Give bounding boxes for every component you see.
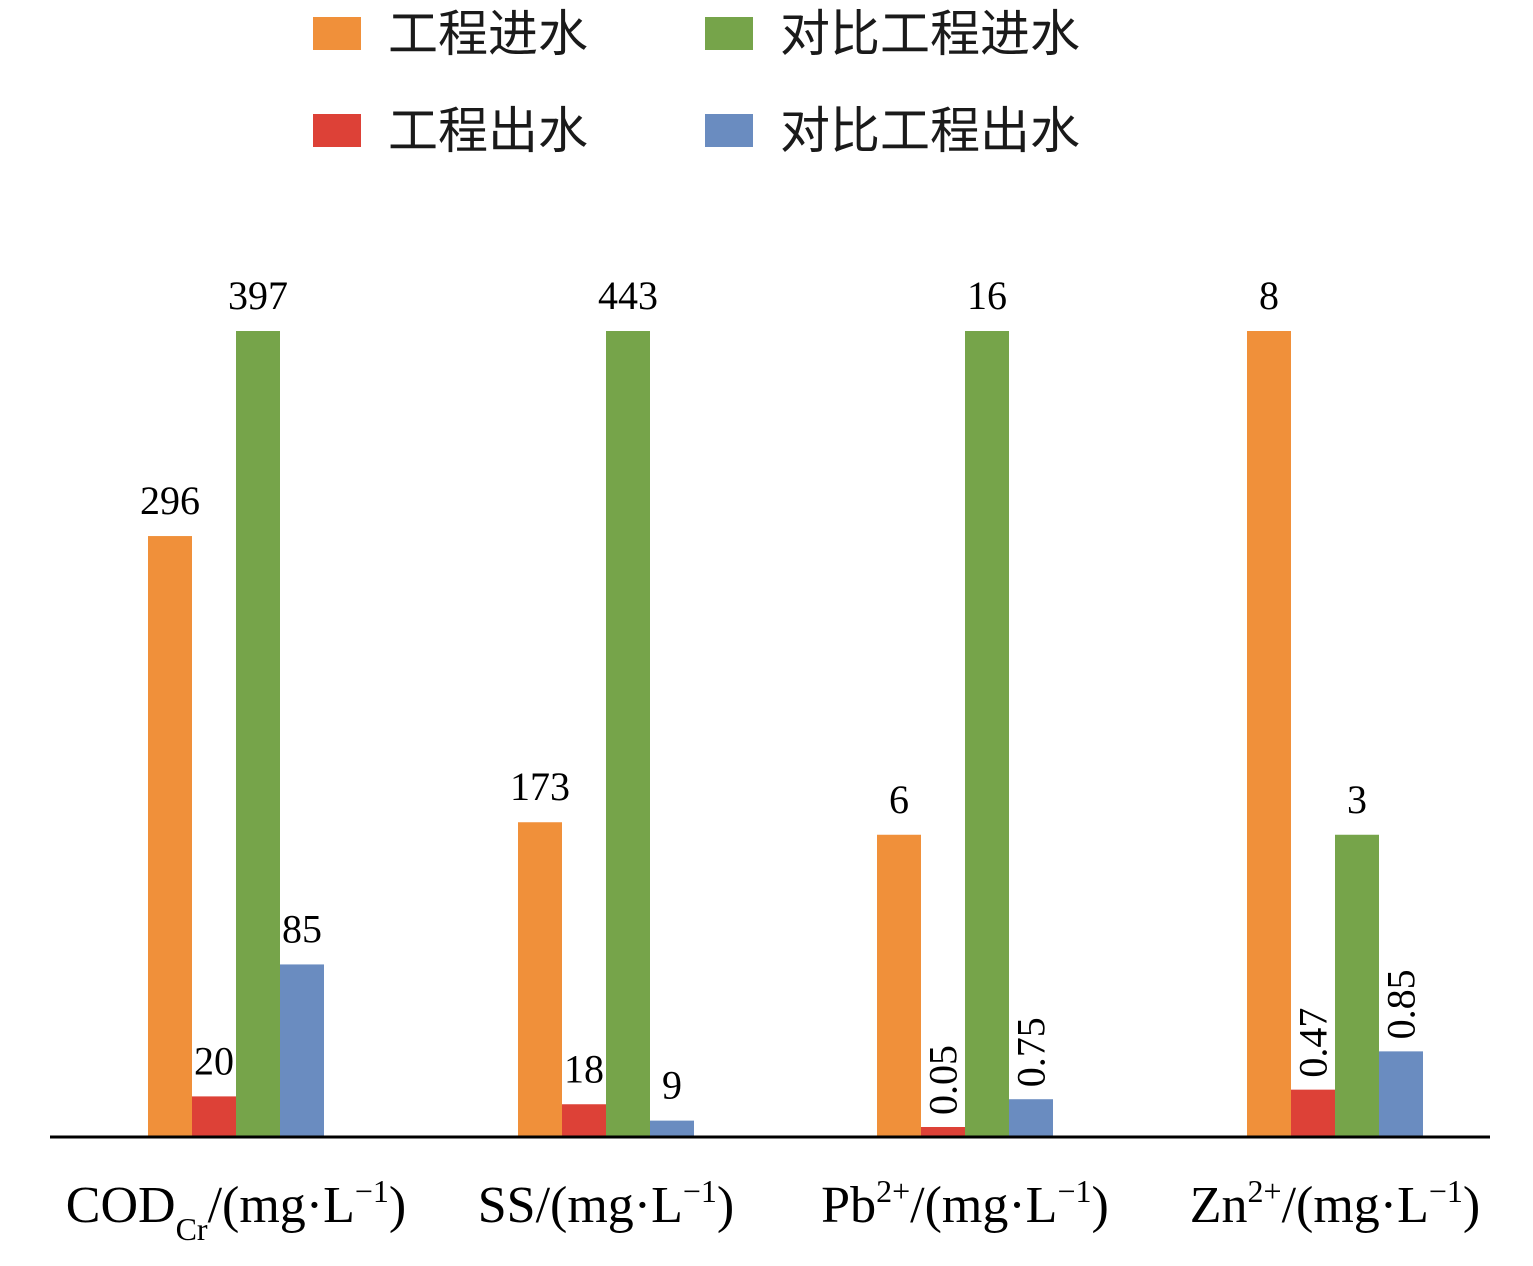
value-label-znx-series-1: 8 [1259, 273, 1279, 318]
legend-swatch-series-4 [705, 114, 753, 147]
legend-swatch-series-3 [705, 17, 753, 50]
category-labels: CODCr/(mg·L−1) SS/(mg·L−1) Pb2+/(mg·L−1) Zn… [66, 1173, 1480, 1247]
bar-groups [148, 331, 1423, 1137]
legend-swatch-series-2 [313, 114, 361, 147]
value-label-znx-series-4: 0.85 [1379, 969, 1424, 1039]
value-label-codcr-series-4: 85 [282, 906, 322, 951]
value-label-pbx-series-1: 6 [889, 777, 909, 822]
category-label-znx: Zn2+/(mg·L−1) [1190, 1173, 1480, 1234]
value-label-codcr-series-1: 296 [140, 478, 200, 523]
bar-znx-series-2 [1291, 1089, 1335, 1137]
value-label-pbx-series-3: 16 [967, 273, 1007, 318]
category-label-ss: SS/(mg·L−1) [478, 1173, 735, 1234]
legend-swatch-series-1 [313, 17, 361, 50]
category-label-codcr: CODCr/(mg·L−1) [66, 1173, 406, 1247]
bar-ss-series-4 [650, 1120, 694, 1137]
legend-label-series-4: 对比工程出水 [780, 102, 1080, 160]
bar-pbx-series-3 [965, 331, 1009, 1137]
bar-codcr-series-4 [280, 964, 324, 1137]
bar-codcr-series-3 [236, 331, 280, 1137]
bar-ss-series-2 [562, 1104, 606, 1137]
bar-ss-series-1 [518, 822, 562, 1137]
bar-pbx-series-2 [921, 1127, 965, 1137]
bar-codcr-series-2 [192, 1096, 236, 1137]
value-label-ss-series-4: 9 [662, 1063, 682, 1108]
category-label-pbx: Pb2+/(mg·L−1) [821, 1173, 1109, 1234]
value-label-ss-series-3: 443 [598, 273, 658, 318]
bar-znx-series-1 [1247, 331, 1291, 1137]
value-label-ss-series-2: 18 [564, 1046, 604, 1091]
value-label-pbx-series-4: 0.75 [1009, 1017, 1054, 1087]
bar-ss-series-3 [606, 331, 650, 1137]
legend-label-series-2: 工程出水 [388, 102, 588, 160]
value-label-ss-series-1: 173 [510, 764, 570, 809]
bar-znx-series-4 [1379, 1051, 1423, 1137]
legend-label-series-1: 工程进水 [388, 5, 588, 63]
value-label-znx-series-2: 0.47 [1291, 1008, 1336, 1078]
value-label-pbx-series-2: 0.05 [921, 1045, 966, 1115]
bar-znx-series-3 [1335, 834, 1379, 1137]
bar-pbx-series-1 [877, 834, 921, 1137]
bar-pbx-series-4 [1009, 1099, 1053, 1137]
bar-codcr-series-1 [148, 536, 192, 1137]
value-label-codcr-series-3: 397 [228, 273, 288, 318]
value-label-codcr-series-2: 20 [194, 1038, 234, 1083]
value-labels: 296 20 397 85 173 18 443 9 6 0.05 16 0.75 8 0.47 3 0.85 [140, 273, 1424, 1115]
legend-label-series-3: 对比工程进水 [780, 5, 1080, 63]
value-label-znx-series-3: 3 [1347, 777, 1367, 822]
